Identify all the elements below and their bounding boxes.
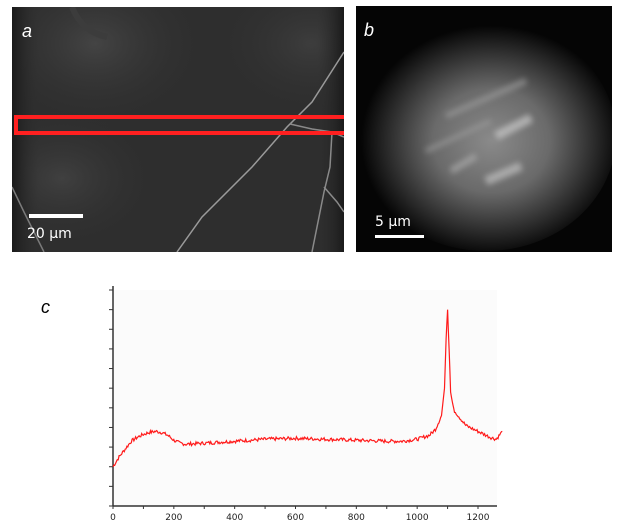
panel-c-label: c <box>41 297 50 317</box>
scale-bar-5um <box>375 235 424 238</box>
panel-a-micrograph: a 20 µm <box>12 7 344 252</box>
x-tick-label: 400 <box>226 513 243 523</box>
chart-axes <box>112 286 497 507</box>
scale-bar-20um <box>29 214 83 218</box>
x-tick-label: 800 <box>348 513 365 523</box>
x-tick-label: 1200 <box>467 513 490 523</box>
panel-a-label: a <box>22 21 33 41</box>
scale-bar-label-b: 5 µm <box>375 214 411 230</box>
panel-b-micrograph: b 5 µm <box>356 6 612 252</box>
plot-area <box>113 290 497 506</box>
y-axis-ticks <box>109 289 113 507</box>
x-tick-label: 1000 <box>406 513 429 523</box>
x-tick-label: 600 <box>287 513 304 523</box>
x-axis-ticks: 0 200 400 600 800 1000 1200 <box>110 506 490 523</box>
roi-rectangle <box>14 115 344 135</box>
x-tick-label: 200 <box>165 513 182 523</box>
panel-b-image <box>356 6 612 252</box>
scale-bar-label-a: 20 µm <box>27 226 72 242</box>
x-tick-label: 0 <box>110 513 116 523</box>
profile-line-series <box>112 309 503 468</box>
panel-b-label: b <box>364 20 375 40</box>
panel-a-image <box>12 7 344 252</box>
